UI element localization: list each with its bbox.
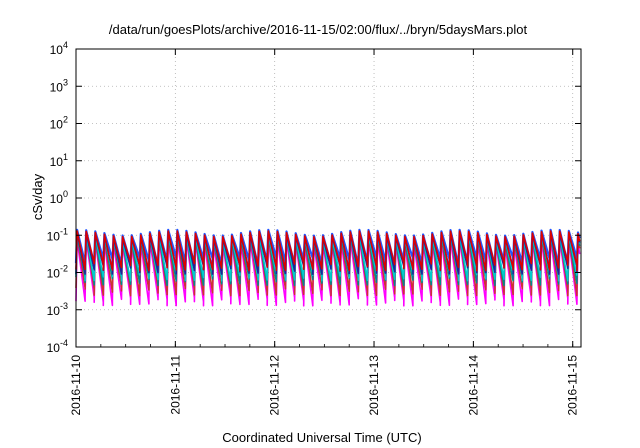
plot-frame xyxy=(75,48,582,348)
x-tick-label: 2016-11-14 xyxy=(466,355,480,416)
x-axis-label: Coordinated Universal Time (UTC) xyxy=(222,430,421,445)
x-tick-label: 2016-11-15 xyxy=(566,355,580,416)
y-tick-label: 103 xyxy=(50,77,68,94)
y-tick-label: 102 xyxy=(50,115,68,132)
x-tick-label: 2016-11-11 xyxy=(168,355,182,415)
grid-lines xyxy=(76,49,581,347)
y-axis-label: cSv/day xyxy=(30,173,45,220)
series-group xyxy=(74,228,581,307)
y-tick-label: 10-4 xyxy=(47,338,68,355)
y-tick-label: 104 xyxy=(50,40,68,57)
axes: 10-4 10-3 10-2 10-1 100 101 102 103 104 2016-11-1… xyxy=(47,40,582,416)
y-tick-label: 101 xyxy=(50,152,68,169)
chart-title: /data/run/goesPlots/archive/2016-11-15/0… xyxy=(109,22,528,37)
y-tick-label: 100 xyxy=(50,189,68,206)
x-tick-label: 2016-11-12 xyxy=(268,355,282,416)
series-line xyxy=(75,230,581,272)
y-tick-label: 10-2 xyxy=(47,264,68,281)
y-tick-label: 10-3 xyxy=(47,301,68,318)
y-tick-label: 10-1 xyxy=(47,226,68,243)
x-tick-label: 2016-11-10 xyxy=(69,355,83,416)
x-tick-label: 2016-11-13 xyxy=(367,355,381,416)
